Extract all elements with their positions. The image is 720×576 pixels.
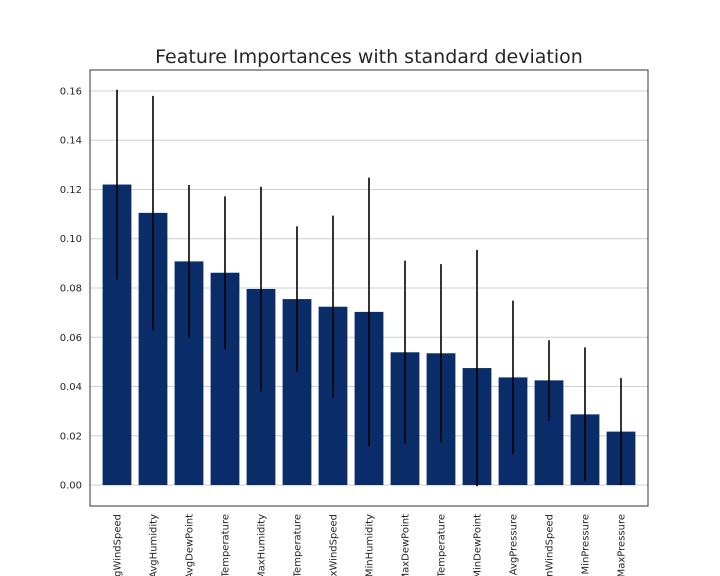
y-tick-label: 0.14 [60, 136, 82, 147]
y-tick-label: 0.10 [60, 234, 82, 245]
x-tick-label: MaxTemperature [293, 514, 304, 576]
y-tick-label: 0.04 [60, 382, 82, 393]
error-bars [116, 89, 622, 487]
y-tick-label: 0.12 [60, 185, 82, 196]
y-tick-label: 0.16 [60, 86, 82, 97]
x-tick-label: AvgDewPoint [185, 514, 196, 576]
x-tick-label: AvgWindSpeed [113, 514, 124, 576]
x-tick-label: MinWindSpeed [545, 514, 556, 576]
x-tick-label: MinHumidity [365, 514, 376, 576]
x-tick-label: MinDewPoint [473, 514, 484, 576]
x-tick-label: AvgHumidity [149, 514, 160, 576]
x-tick-label: MaxDewPoint [401, 514, 412, 576]
plot-frame [89, 69, 649, 507]
x-tick-label: AvgPressure [509, 514, 520, 575]
x-tick-label: AvgTemperature [221, 514, 232, 576]
y-tick-label: 0.06 [60, 333, 82, 344]
x-tick-label: MinPressure [581, 514, 592, 574]
y-tick-label: 0.00 [60, 481, 82, 492]
x-tick-label: MinTemperature [437, 514, 448, 576]
x-tick-label: MaxWindSpeed [329, 514, 340, 576]
x-tick-label: MaxHumidity [257, 514, 268, 576]
bars [102, 184, 636, 486]
x-axis: AvgWindSpeed AvgHumidity AvgDewPoint AvgTem… [113, 514, 628, 576]
y-axis: 0.00 0.02 0.04 0.06 0.08 0.10 0.12 0.14 0.16 [60, 86, 82, 491]
chart-title: Feature Importances with standard deviat… [155, 46, 583, 68]
y-tick-label: 0.08 [60, 284, 82, 295]
x-tick-label: MaxPressure [617, 514, 628, 576]
y-tick-label: 0.02 [60, 431, 82, 442]
